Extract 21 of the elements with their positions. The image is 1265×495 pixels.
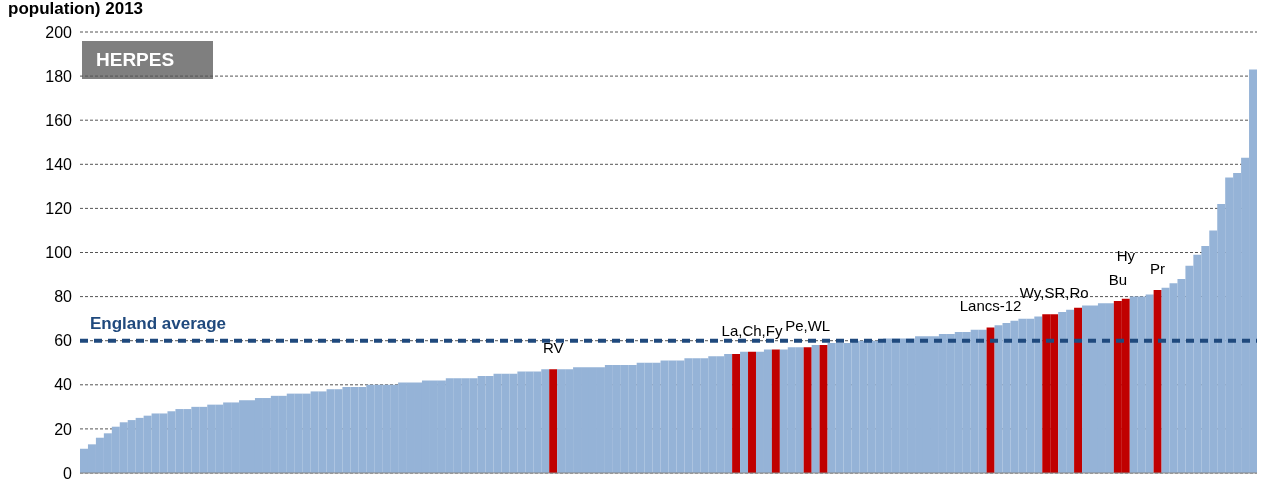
y-tick-label: 100 [45,244,73,262]
data-label: Pe,WL [785,317,831,335]
y-tick-label: 200 [45,23,73,41]
y-tick-label: 0 [63,464,73,482]
data-label: Lancs-12 [959,297,1022,315]
y-tick-label: 40 [54,376,73,394]
data-label: Hy [1116,246,1136,264]
y-tick-label: 60 [54,332,73,350]
y-tick-label: 120 [45,200,73,218]
data-label: Pr [1150,259,1166,277]
chart-title: population) 2013 [8,0,144,18]
ref-line-label: England average [90,313,227,333]
annotation: HERPES [82,41,213,79]
y-tick-label: 180 [45,67,73,85]
y-tick-label: 20 [54,420,73,438]
y-tick-label: 140 [45,155,73,173]
y-tick-label: 80 [54,288,73,306]
data-label: RV [542,339,564,357]
data-label: Bu [1108,271,1128,289]
data-label: La,Ch,Fy [721,321,783,339]
y-tick-label: 160 [45,111,73,129]
